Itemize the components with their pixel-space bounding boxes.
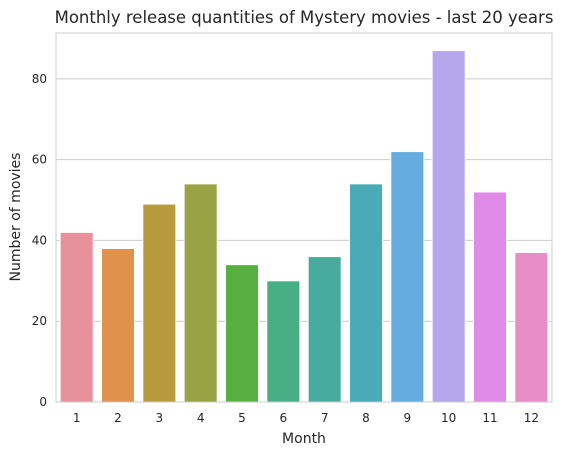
y-tick-labels: 0 20 40 60 80 — [32, 72, 47, 409]
bar-month-12 — [514, 252, 549, 403]
bar-month-2 — [100, 248, 136, 403]
x-tick-label: 8 — [362, 411, 370, 425]
y-tick-label: 0 — [39, 395, 47, 409]
bar-month-11 — [472, 191, 508, 403]
y-tick-label: 20 — [32, 314, 47, 328]
bars — [59, 50, 549, 403]
bar-month-1 — [59, 231, 94, 403]
bar-month-5 — [224, 264, 260, 403]
x-tick-label: 2 — [114, 411, 122, 425]
x-tick-label: 6 — [280, 411, 288, 425]
y-tick-label: 40 — [32, 233, 47, 247]
x-tick-label: 4 — [197, 411, 205, 425]
y-tick-label: 80 — [32, 72, 47, 86]
chart-title: Monthly release quantities of Mystery mo… — [55, 8, 554, 27]
x-tick-label: 11 — [482, 411, 497, 425]
bar-month-8 — [348, 183, 384, 403]
y-tick-label: 60 — [32, 153, 47, 167]
bar-month-6 — [266, 280, 301, 403]
x-tick-label: 7 — [321, 411, 329, 425]
x-axis-label: Month — [282, 431, 326, 447]
x-tick-label: 5 — [238, 411, 246, 425]
bar-month-4 — [183, 183, 218, 403]
x-tick-labels: 1 2 3 4 5 6 7 8 9 10 11 12 — [73, 411, 539, 425]
bar-month-10 — [431, 50, 466, 403]
bar-month-9 — [390, 151, 425, 403]
x-tick-label: 3 — [156, 411, 164, 425]
bar-month-7 — [307, 256, 342, 403]
x-tick-label: 12 — [524, 411, 539, 425]
x-tick-label: 9 — [404, 411, 412, 425]
y-axis-label: Number of movies — [8, 153, 24, 282]
plot-area-frame — [55, 32, 553, 403]
x-tick-label: 10 — [441, 411, 456, 425]
x-tick-label: 1 — [73, 411, 81, 425]
bar-month-3 — [142, 203, 177, 403]
